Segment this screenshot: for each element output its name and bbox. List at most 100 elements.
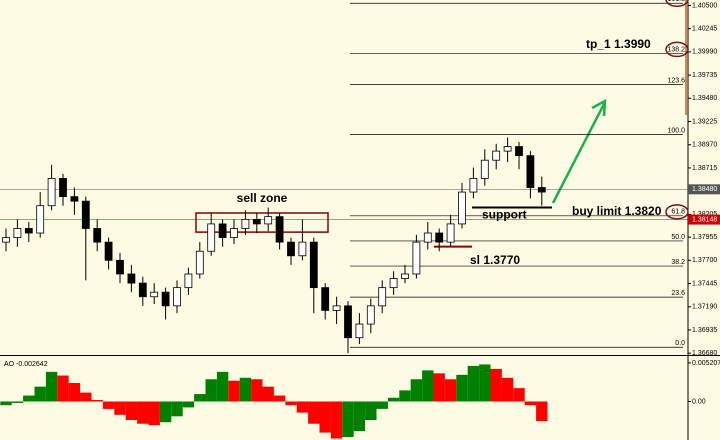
candle-body <box>116 259 124 275</box>
ao-bar <box>387 397 400 402</box>
ao-bar <box>342 401 354 438</box>
ao-bar <box>410 379 423 402</box>
candle-body <box>378 287 387 307</box>
highlight-ring <box>665 0 689 8</box>
y-tick-label: 0.00 <box>692 398 706 405</box>
ao-bar <box>273 395 286 402</box>
ao-bar <box>479 364 491 402</box>
y-tick-label: 1.38970 <box>692 142 717 149</box>
candle-body <box>2 237 10 243</box>
ao-bar <box>308 401 320 424</box>
highlight-ring <box>665 41 689 58</box>
ao-bar <box>524 401 537 406</box>
y-tick-label: 1.39480 <box>692 95 717 102</box>
ao-bar <box>319 401 331 433</box>
candle-body <box>195 250 204 275</box>
candle-body <box>355 323 364 339</box>
candle-body <box>173 287 181 307</box>
ao-bar <box>148 401 160 426</box>
y-tick-label: 1.39225 <box>692 118 717 125</box>
candle-body <box>93 228 102 243</box>
candle-body <box>458 191 466 225</box>
ao-bar <box>490 368 502 402</box>
ao-bar <box>11 401 24 403</box>
candle-body <box>287 241 295 257</box>
ao-bar <box>399 390 411 402</box>
y-tick-label: 1.39990 <box>692 49 717 56</box>
ao-bar <box>91 400 103 402</box>
ao-bar <box>171 401 183 417</box>
candle-body <box>446 223 455 243</box>
ao-bar <box>102 401 115 409</box>
arrow <box>551 103 606 204</box>
ao-bar <box>285 401 297 406</box>
fib-label: 38.2 <box>671 259 685 266</box>
ao-bar <box>262 386 274 402</box>
ao-bar <box>137 401 149 424</box>
ao-bar <box>45 371 58 402</box>
ao-bar <box>68 382 81 402</box>
candle-body <box>435 232 444 243</box>
ao-bar <box>433 373 445 402</box>
price-box <box>688 184 720 195</box>
candle-body <box>241 218 250 229</box>
y-tick-label: 1.37445 <box>692 280 717 287</box>
y-tick-label: 1.38715 <box>692 165 717 172</box>
fib-label: 23.6 <box>671 290 685 297</box>
candle-body <box>161 291 170 307</box>
ao-bar <box>239 377 252 402</box>
candle-body <box>332 305 341 311</box>
candle-body <box>70 196 79 202</box>
ao-bar <box>330 401 343 439</box>
ao-bar <box>216 371 229 402</box>
y-tick-label: 1.40500 <box>692 2 717 9</box>
y-tick-label: 1.36935 <box>692 327 717 334</box>
annotation: sell zone <box>237 191 288 205</box>
candle-body <box>480 159 489 179</box>
ao-bar <box>467 365 480 402</box>
y-tick-label: 1.40245 <box>692 26 717 33</box>
candle-body <box>264 216 273 225</box>
candle-body <box>423 232 432 243</box>
ao-bar <box>376 401 388 409</box>
ao-bar <box>34 386 46 402</box>
ao-bar <box>57 375 69 402</box>
candle-body <box>59 178 67 198</box>
fib-label: 50.0 <box>671 234 685 241</box>
price-label: 1.38480 <box>692 186 717 193</box>
candle-body <box>526 155 535 188</box>
price-label: 1.38148 <box>692 216 717 223</box>
candle-body <box>389 278 398 289</box>
candle-body <box>321 287 330 311</box>
ao-bar <box>0 401 12 406</box>
candle-body <box>515 146 523 157</box>
fib-label: 161.8 <box>667 0 685 3</box>
y-tick-label: 0.005207 <box>692 360 720 367</box>
ao-bar <box>205 379 217 402</box>
candle-body <box>36 205 45 234</box>
candle-body <box>13 228 22 238</box>
candle-body <box>127 273 136 284</box>
candle-body <box>412 241 421 275</box>
ao-bar <box>125 401 138 420</box>
y-tick-label: 1.37955 <box>692 234 717 241</box>
ao-bar <box>114 401 126 415</box>
annotation: tp_1 1.3990 <box>586 37 651 51</box>
candle-body <box>150 291 159 298</box>
candle-body <box>24 228 33 234</box>
candle-body <box>537 187 546 193</box>
fib-label: 0.0 <box>675 340 685 347</box>
candle-body <box>184 273 193 289</box>
candle-body <box>503 146 512 152</box>
ao-bar <box>228 380 240 402</box>
y-tick-label: 1.36680 <box>692 350 717 357</box>
candle-body <box>218 223 227 238</box>
candle-body <box>275 216 284 243</box>
ao-bar <box>365 401 377 420</box>
ao-bar <box>159 401 172 423</box>
candle-body <box>138 282 147 298</box>
ao-bar <box>80 392 92 402</box>
ao-bar <box>182 401 195 408</box>
y-tick-label: 1.37190 <box>692 304 717 311</box>
candle-body <box>309 241 318 289</box>
